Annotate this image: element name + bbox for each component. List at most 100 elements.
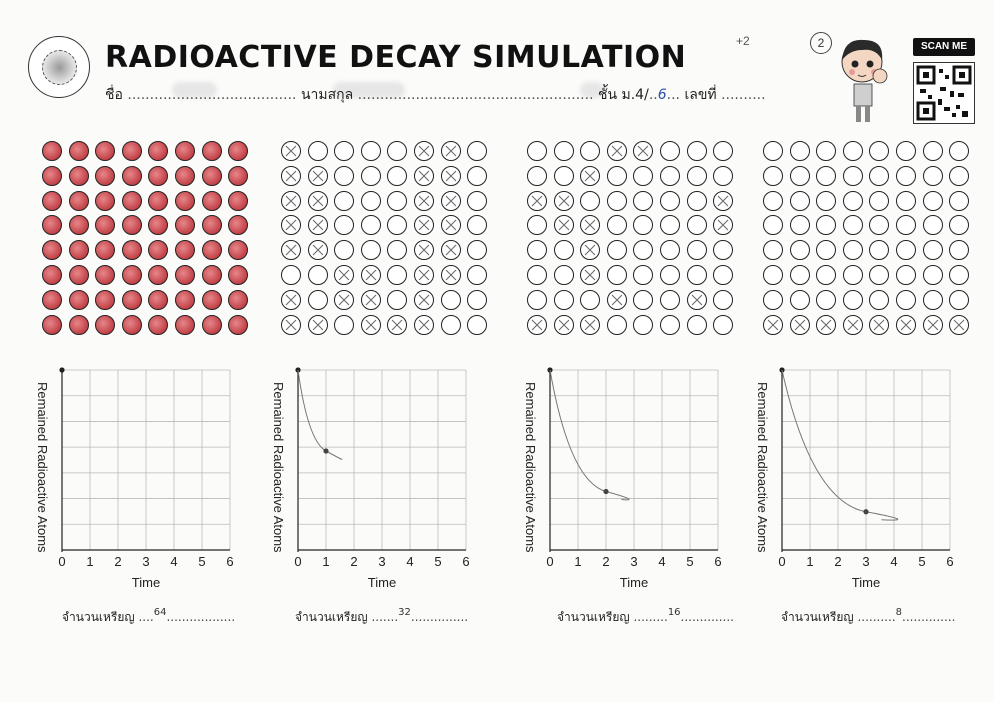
x-tick-label: 0 [546,554,553,569]
qr-scan-box[interactable]: SCAN ME [913,38,975,126]
coin [281,141,301,161]
coin [553,289,574,310]
cross-mark-icon [767,319,779,330]
coin [440,314,461,335]
coin [633,240,654,261]
decay-curve [549,369,630,501]
coin [713,240,734,261]
decay-curve [297,369,343,460]
coin [553,141,574,161]
coin [307,141,328,161]
coin [896,314,916,335]
cross-mark-icon [445,170,456,182]
cross-mark-icon [584,220,596,231]
coin [387,141,408,161]
coin [201,141,222,161]
cross-mark-icon [418,220,430,231]
coin [606,289,627,310]
coin [713,265,734,285]
coin-count-line-3: จำนวนเหรียญ .........16.............. [557,607,734,624]
surname-field[interactable]: ........................................… [357,87,594,103]
x-tick-label: 0 [294,554,301,569]
x-tick-label: 3 [378,554,385,569]
coin [606,240,627,261]
page-number-badge: 2 [810,32,832,54]
cross-mark-icon [531,319,543,330]
coin-count-label: จำนวนเหรียญ [62,610,135,624]
coin [307,165,328,186]
coin [307,265,328,285]
coin [334,240,355,261]
redacted-name [172,82,217,98]
coin [686,240,707,261]
coin [553,265,574,285]
cross-mark-icon [953,319,965,330]
coin [68,289,89,310]
x-tick-label: 2 [114,554,121,569]
coin [121,141,142,161]
seal-emblem-icon [42,50,77,85]
name-field[interactable]: ...................................... [127,87,297,103]
coin [281,240,301,261]
coin [789,314,810,335]
coin [175,215,195,236]
coin [580,190,601,211]
coin [922,165,943,186]
coin [763,190,783,211]
coin [281,215,301,236]
coin [869,190,890,211]
coin [580,314,601,335]
coin [580,141,601,161]
coin [121,165,142,186]
coin [949,314,970,335]
coin [660,289,680,310]
coin [68,165,89,186]
coin [896,240,916,261]
number-field[interactable]: .......... [721,87,766,103]
page-title: RADIOACTIVE DECAY SIMULATION [105,40,687,75]
data-point [603,488,609,495]
coin [896,289,916,310]
coin [553,190,574,211]
cross-mark-icon [285,195,297,206]
coin [842,314,863,335]
cross-mark-icon [365,319,377,330]
coin [440,141,461,161]
coin [387,265,408,285]
coin-count-value: 16 [667,607,681,618]
coin [922,265,943,285]
qr-code-icon[interactable] [913,62,975,124]
coin [121,314,142,335]
coin [763,240,783,261]
cross-mark-icon [874,319,885,330]
coin [175,240,195,261]
coin [527,265,547,285]
coin [842,215,863,236]
x-tick-label: 6 [226,554,233,569]
number-label: เลขที่ [684,87,717,103]
class-value: 6 [657,87,667,103]
coin [713,190,734,211]
coin [121,240,142,261]
decay-curve [781,369,899,521]
coin [869,240,890,261]
coin [440,289,461,310]
cross-mark-icon [847,319,859,330]
student-info-line: ชื่อ ...................................… [105,87,766,103]
coin [175,314,195,335]
x-tick-label: 6 [946,554,953,569]
coin [440,240,461,261]
coin [922,141,943,161]
coin [148,265,169,285]
decay-graph-3: 0 1 2 3 4 5 6 Time [546,367,722,590]
coin [281,314,301,335]
coin [922,215,943,236]
x-tick-label: 1 [86,554,93,569]
boy-mascot-icon [841,39,888,122]
class-label: ชั้น ม.4/ [597,87,649,103]
coin [842,240,863,261]
cross-mark-icon [365,269,377,281]
coin [553,240,574,261]
coin [148,190,169,211]
coin [68,240,89,261]
